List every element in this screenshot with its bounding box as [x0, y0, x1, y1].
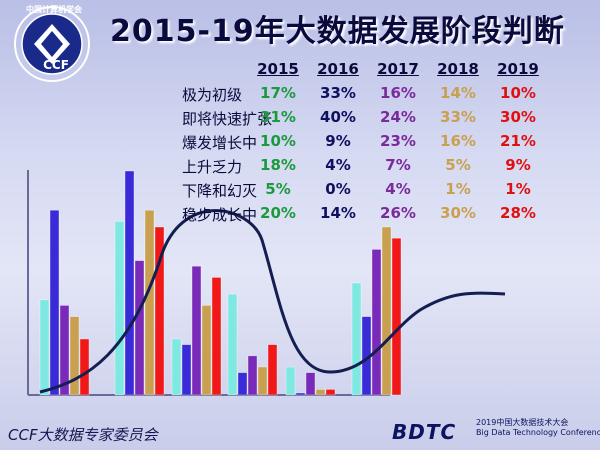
- table-cell: 7%: [385, 156, 411, 174]
- year-header-2016: 2016: [317, 60, 359, 78]
- bar: [391, 237, 402, 396]
- table-cell: 1%: [505, 180, 531, 198]
- bar: [171, 338, 182, 396]
- row-label: 稳步成长中: [182, 206, 258, 224]
- bar: [381, 226, 392, 396]
- table-cell: 10%: [260, 132, 296, 150]
- bar: [237, 372, 248, 396]
- row-label: 爆发增长中: [182, 134, 258, 152]
- table-cell: 31%: [260, 108, 296, 126]
- year-header-2018: 2018: [437, 60, 479, 78]
- bar: [124, 170, 135, 396]
- table-cell: 10%: [500, 84, 536, 102]
- bar: [59, 305, 70, 396]
- bar: [371, 249, 382, 396]
- table-cell: 16%: [440, 132, 476, 150]
- table-cell: 28%: [500, 204, 536, 222]
- table-cell: 33%: [320, 84, 356, 102]
- year-header-2019: 2019: [497, 60, 539, 78]
- table-cell: 20%: [260, 204, 296, 222]
- table-cell: 0%: [325, 180, 351, 198]
- bar: [305, 372, 316, 396]
- bar: [285, 366, 296, 396]
- table-cell: 18%: [260, 156, 296, 174]
- footer-organizer: CCF大数据专家委员会: [8, 426, 158, 444]
- bar: [114, 221, 125, 396]
- bar: [134, 260, 145, 396]
- table-cell: 9%: [505, 156, 531, 174]
- table-cell: 5%: [265, 180, 291, 198]
- bar: [181, 344, 192, 396]
- table-cell: 21%: [500, 132, 536, 150]
- bar: [227, 293, 238, 396]
- bar: [267, 344, 278, 396]
- footer-conference: 2019中国大数据技术大会 Big Data Technology Confer…: [476, 418, 600, 438]
- table-cell: 14%: [440, 84, 476, 102]
- bar: [247, 355, 258, 396]
- table-cell: 5%: [445, 156, 471, 174]
- table-cell: 14%: [320, 204, 356, 222]
- row-label: 上升乏力: [182, 158, 243, 176]
- footer-conference-cn: 2019中国大数据技术大会: [476, 418, 569, 427]
- table-cell: 4%: [325, 156, 351, 174]
- table-cell: 1%: [445, 180, 471, 198]
- table-cell: 23%: [380, 132, 416, 150]
- table-cell: 30%: [440, 204, 476, 222]
- bdtc-logo: BDTC: [392, 420, 457, 444]
- table-cell: 33%: [440, 108, 476, 126]
- bar: [295, 392, 306, 396]
- table-cell: 9%: [325, 132, 351, 150]
- table-cell: 16%: [380, 84, 416, 102]
- row-label: 下降和幻灭: [182, 182, 258, 200]
- bar: [201, 305, 212, 396]
- year-header-2017: 2017: [377, 60, 419, 78]
- trend-curve: [39, 209, 506, 394]
- table-cell: 40%: [320, 108, 356, 126]
- table-cell: 17%: [260, 84, 296, 102]
- table-cell: 26%: [380, 204, 416, 222]
- bar: [39, 299, 50, 396]
- bar: [144, 209, 155, 396]
- bar: [79, 338, 90, 396]
- table-cell: 30%: [500, 108, 536, 126]
- bar: [211, 277, 222, 396]
- logo-text: 中国计算机学会: [26, 5, 82, 14]
- bar: [154, 226, 165, 396]
- logo-abbr: CCF: [43, 58, 69, 72]
- bar: [49, 209, 60, 396]
- bar: [69, 316, 80, 396]
- bar: [325, 389, 336, 396]
- bar: [351, 282, 362, 396]
- bar: [315, 389, 326, 396]
- footer-conference-en: Big Data Technology Conference 2019: [476, 428, 600, 437]
- ccf-logo: [14, 6, 90, 82]
- bar: [257, 366, 268, 396]
- row-label: 极为初级: [182, 86, 243, 104]
- row-label: 即将快速扩张: [182, 110, 273, 128]
- year-header-2015: 2015: [257, 60, 299, 78]
- table-cell: 24%: [380, 108, 416, 126]
- bar: [191, 265, 202, 396]
- slide-title: 2015-19年大数据发展阶段判断: [110, 14, 565, 49]
- table-cell: 4%: [385, 180, 411, 198]
